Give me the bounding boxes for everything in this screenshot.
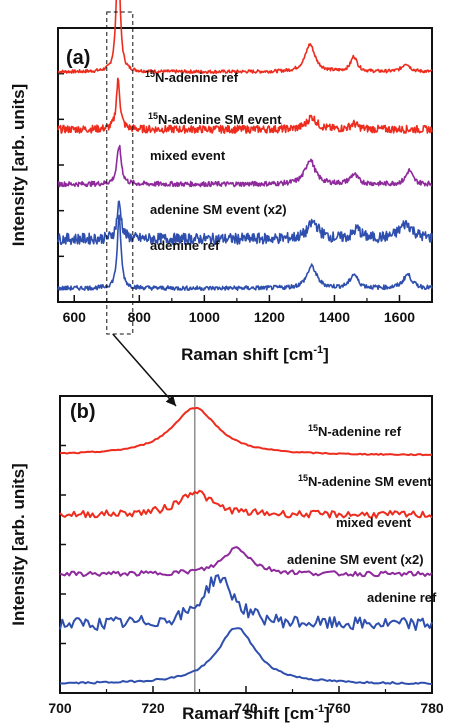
- x-axis-label: Raman shift [cm-1]: [182, 703, 330, 723]
- x-tick-label: 1600: [384, 309, 415, 325]
- series-line: [57, 214, 433, 291]
- x-tick-label: 1200: [254, 309, 285, 325]
- series-label: 15N-adenine ref: [308, 423, 402, 439]
- panel-label: (a): [66, 47, 90, 69]
- series-line: [57, 0, 433, 74]
- zoom-arrow: [112, 333, 177, 407]
- plot-frame: [57, 27, 433, 303]
- x-tick-label: 700: [48, 700, 72, 716]
- x-axis-label: Raman shift [cm-1]: [181, 344, 329, 364]
- series-label: mixed event: [150, 148, 226, 163]
- series-label: adenine SM event (x2): [150, 202, 287, 217]
- series-line: [59, 406, 433, 457]
- x-tick-label: 800: [128, 309, 152, 325]
- plot-frame: [59, 395, 433, 694]
- panel-label: (b): [70, 401, 96, 423]
- series-line: [57, 144, 433, 188]
- y-axis-label: Intensity [arb. units]: [9, 84, 28, 246]
- zoom-indicator: [106, 11, 177, 407]
- x-tick-label: 1000: [189, 309, 220, 325]
- x-tick-label: 760: [327, 700, 351, 716]
- x-tick-label: 740: [234, 700, 258, 716]
- series-label: 15N-adenine ref: [145, 69, 239, 85]
- series-line: [59, 574, 433, 631]
- panel-b: 700 720 740 760 780 15N-adenine ref 15N-adenin…: [9, 395, 444, 723]
- zoom-arrow-head: [165, 395, 176, 406]
- series-label: adenine ref: [367, 590, 437, 605]
- panel-a: 600 800 1000 1200 1400 1600 15N-adenine ref 15N…: [9, 0, 433, 364]
- series-line: [59, 489, 433, 519]
- series-label: adenine ref: [150, 238, 220, 253]
- x-tick-label: 720: [141, 700, 165, 716]
- series-label: 15N-adenine SM event: [148, 111, 282, 127]
- x-tick-label: 1400: [319, 309, 350, 325]
- x-tick-label: 600: [63, 309, 87, 325]
- series-label: 15N-adenine SM event: [298, 473, 432, 489]
- series-line: [57, 200, 433, 246]
- series-label: adenine SM event (x2): [287, 552, 424, 567]
- y-axis-label: Intensity [arb. units]: [9, 463, 28, 625]
- series-line: [57, 77, 433, 134]
- zoom-box: [106, 11, 134, 335]
- series-line: [59, 627, 433, 685]
- series-line: [59, 546, 433, 578]
- x-tick-label: 780: [420, 700, 444, 716]
- series-label: mixed event: [336, 515, 412, 530]
